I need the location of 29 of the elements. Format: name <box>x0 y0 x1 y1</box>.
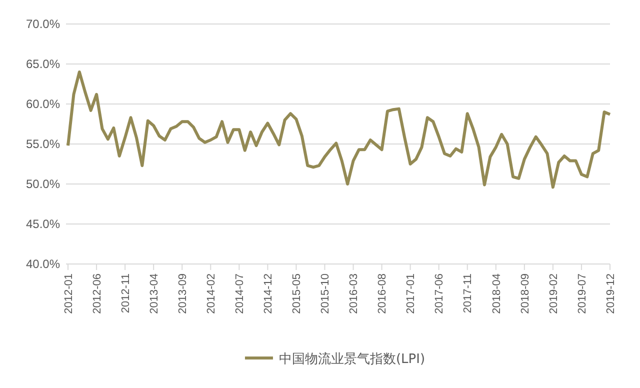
y-tick-label: 55.0% <box>26 136 60 151</box>
x-tick-label: 2019-12 <box>604 274 617 314</box>
y-tick-label: 65.0% <box>26 56 60 71</box>
y-tick-label: 40.0% <box>26 256 60 271</box>
x-tick-label: 2012-06 <box>91 274 104 314</box>
line-series <box>66 70 612 189</box>
x-tick-label: 2015-10 <box>320 274 332 314</box>
x-tick-label: 2014-02 <box>205 274 218 314</box>
x-tick-label: 2015-05 <box>291 274 304 314</box>
x-tick-label: 2016-08 <box>376 274 389 314</box>
y-tick-label: 70.0% <box>26 16 60 31</box>
x-tick-label: 2012-01 <box>62 274 75 314</box>
x-tick-label: 2013-04 <box>148 274 160 314</box>
y-tick-label: 45.0% <box>26 216 60 231</box>
x-tick-label: 2017-01 <box>405 274 418 314</box>
legend-label: 中国物流业景气指数(LPI) <box>278 351 426 367</box>
x-tick-label: 2016-03 <box>348 274 360 314</box>
y-tick-label: 50.0% <box>26 176 60 191</box>
x-tick-label: 2012-11 <box>120 274 132 314</box>
x-tick-label: 2014-12 <box>262 274 275 314</box>
x-tick-label: 2019-07 <box>576 274 588 314</box>
x-tick-label: 2019-02 <box>548 274 560 314</box>
x-tick-label: 2018-09 <box>519 274 532 314</box>
y-tick-label: 60.0% <box>26 96 60 111</box>
x-tick-label: 2014-07 <box>234 274 246 314</box>
x-tick-label: 2017-11 <box>462 274 474 314</box>
x-tick-label: 2017-06 <box>434 274 446 314</box>
x-tick-label: 2013-09 <box>176 274 189 314</box>
x-tick-label: 2018-04 <box>490 274 503 314</box>
